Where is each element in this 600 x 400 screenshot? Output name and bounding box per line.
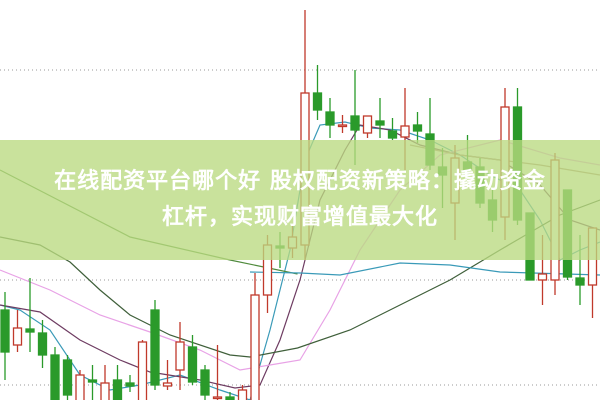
candle-up: [100, 382, 110, 400]
candle-up: [75, 374, 85, 400]
candle-down: [225, 396, 235, 400]
candle-up: [175, 341, 185, 371]
candle-up: [12, 327, 23, 346]
candle-down: [312, 92, 323, 111]
candle-down: [375, 120, 385, 126]
candle-up: [250, 294, 260, 400]
candle-up: [237, 389, 248, 400]
candle-down: [325, 111, 335, 126]
candle-down: [0, 309, 10, 353]
candle-down: [62, 359, 73, 396]
candle-down: [37, 332, 48, 356]
candle-up: [400, 125, 410, 138]
candle-down: [350, 115, 360, 131]
candle-down: [575, 277, 585, 286]
candle-down: [112, 379, 123, 400]
candle-up: [362, 115, 373, 134]
candle-down: [125, 382, 135, 387]
candle-down: [25, 328, 35, 333]
candle-up: [337, 124, 348, 128]
title-banner: 在线配资平台哪个好 股权配资新策略：撬动资金 杠杆，实现财富增值最大化: [0, 140, 600, 260]
candle-up: [137, 341, 148, 400]
candle-down: [187, 346, 198, 383]
candle-down: [150, 309, 160, 386]
title-line-2: 杠杆，实现财富增值最大化: [161, 205, 438, 230]
candle-up: [212, 396, 223, 400]
moving-average-line: [249, 262, 600, 276]
candle-up: [162, 382, 173, 387]
candle-down: [50, 354, 60, 400]
candle-down: [412, 124, 423, 132]
candle-up: [537, 273, 548, 281]
candle-down: [387, 130, 398, 139]
moving-average-line: [0, 199, 600, 358]
title-line-1: 在线配资平台哪个好 股权配资新策略：撬动资金: [54, 169, 546, 194]
candle-down: [200, 369, 210, 396]
candle-down: [87, 379, 98, 383]
